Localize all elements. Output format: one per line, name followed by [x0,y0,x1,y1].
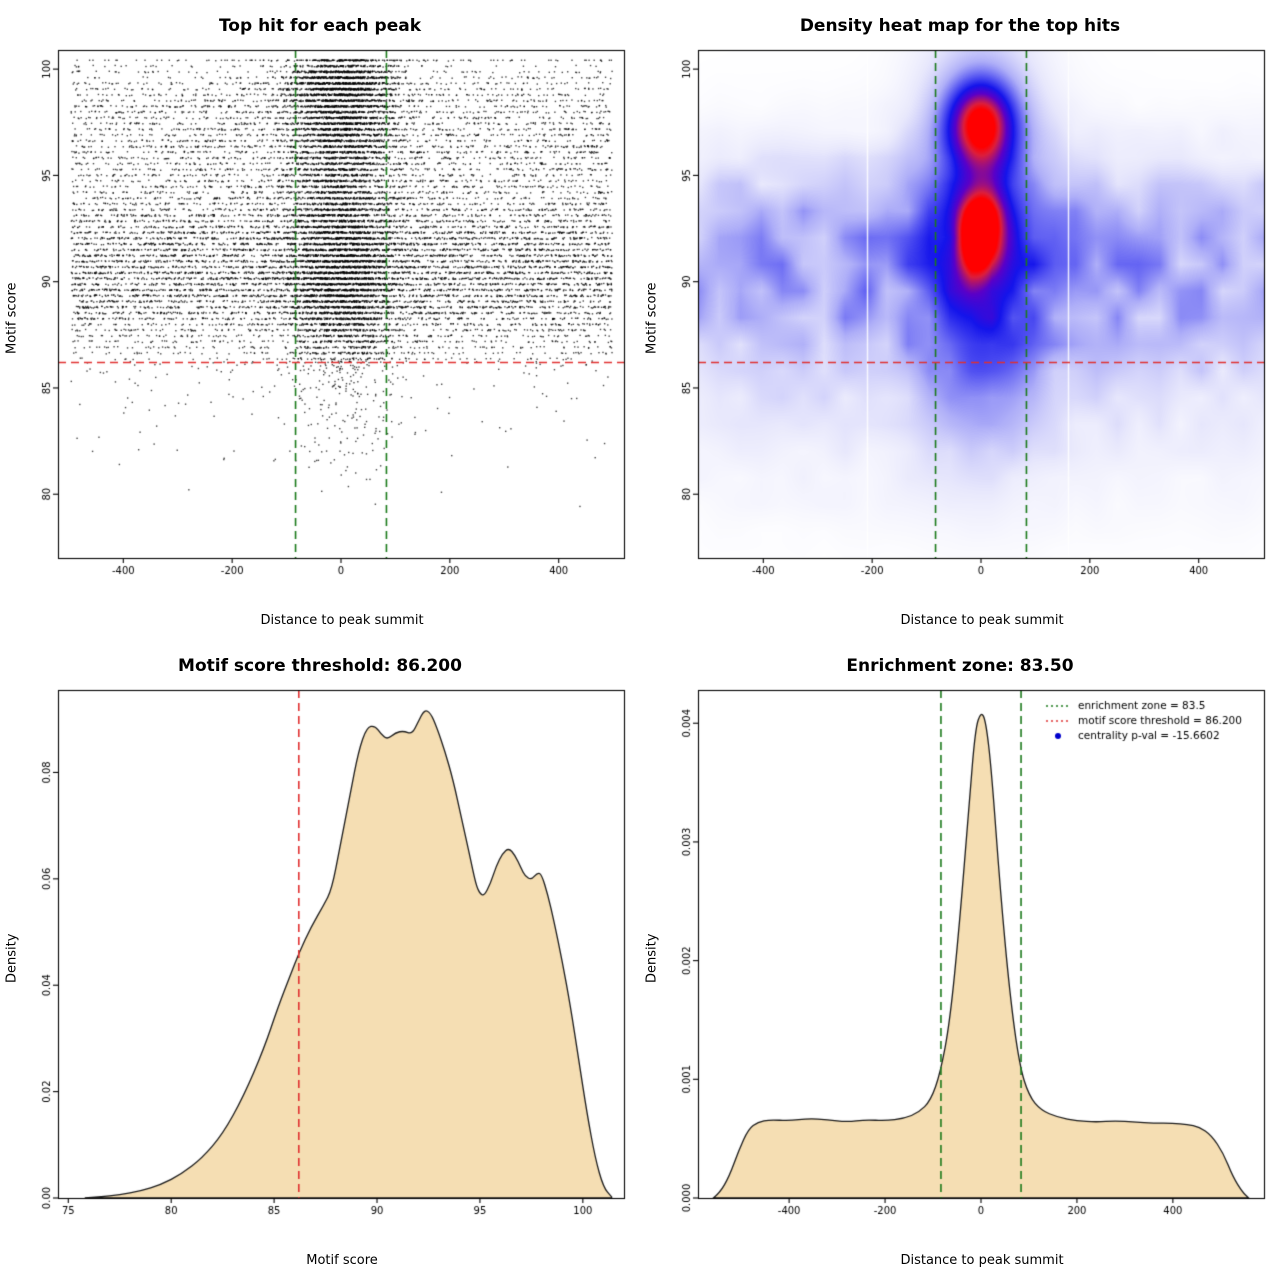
panel-density-heatmap: Density heat map for the top hits Motif … [640,0,1280,640]
scatter-xlabel: Distance to peak summit [260,613,424,628]
enrichment-title: Enrichment zone: 83.50 [846,656,1074,676]
score-density-canvas [0,682,640,1234]
panel-enrichment-zone-density: Enrichment zone: 83.50 Density Distance … [640,640,1280,1280]
panel-motif-score-density: Motif score threshold: 86.200 Density Mo… [0,640,640,1280]
heatmap-xlabel: Distance to peak summit [900,613,1064,628]
enrichment-xlabel: Distance to peak summit [900,1253,1064,1268]
heatmap-plot-canvas [640,42,1280,594]
scatter-title: Top hit for each peak [218,16,422,36]
heatmap-title: Density heat map for the top hits [799,16,1121,36]
enrichment-density-canvas [640,682,1280,1234]
scatter-plot-canvas [0,42,640,594]
panel-top-hit-scatter: Top hit for each peak Motif score Distan… [0,0,640,640]
score-density-title: Motif score threshold: 86.200 [178,656,462,676]
score-density-xlabel: Motif score [306,1253,378,1268]
